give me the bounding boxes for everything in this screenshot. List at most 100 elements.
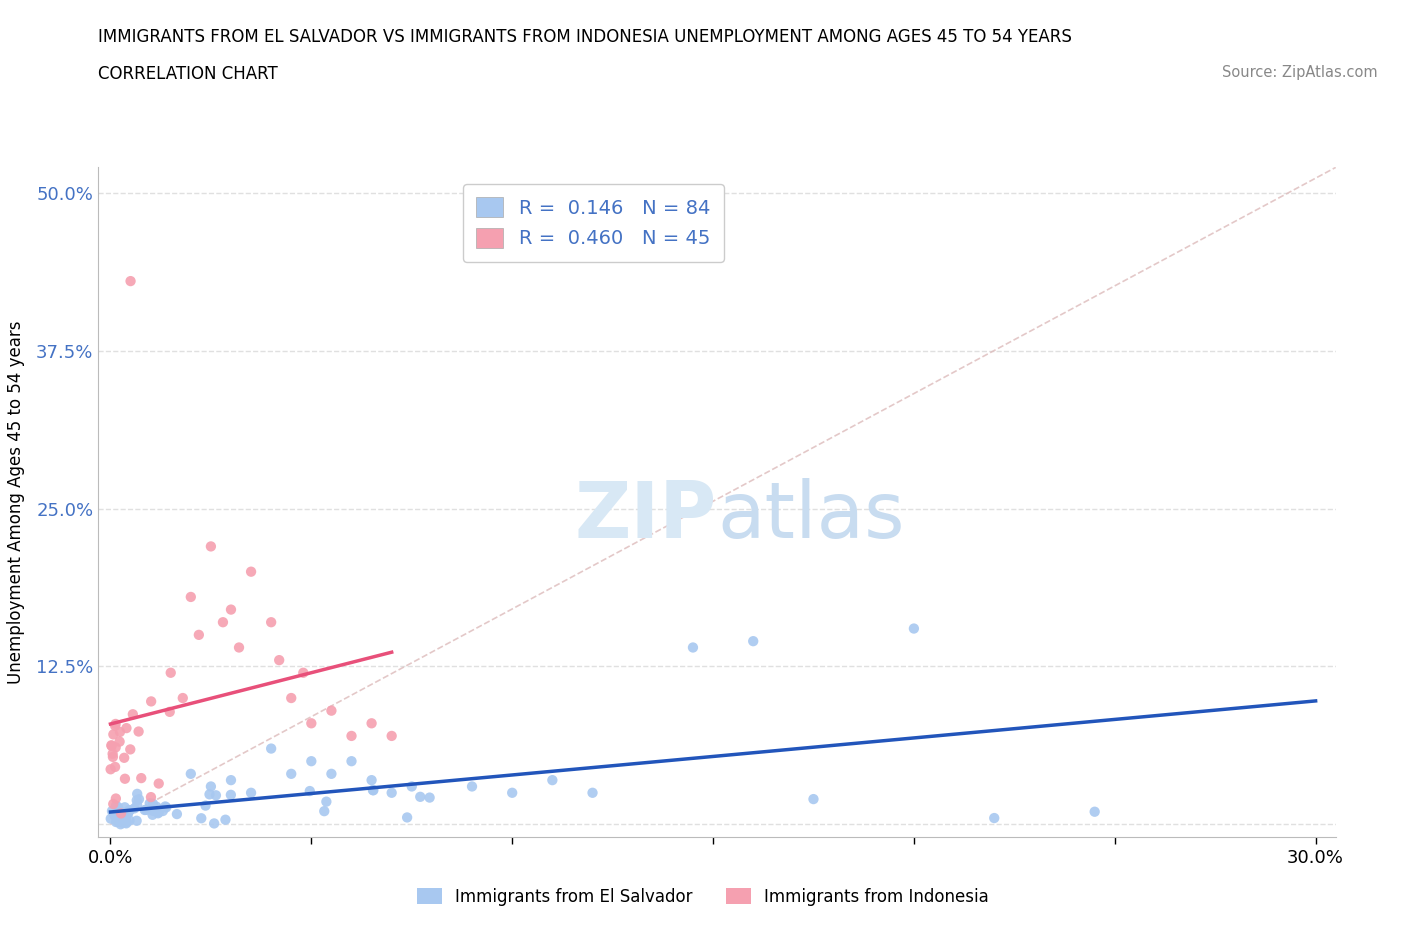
- Point: [118, 803, 141, 817]
- Point: [321, 703, 343, 718]
- Point: [219, 602, 242, 617]
- Point: [127, 798, 149, 813]
- Text: Source: ZipAtlas.com: Source: ZipAtlas.com: [1222, 65, 1378, 80]
- Y-axis label: Unemployment Among Ages 45 to 54 years: Unemployment Among Ages 45 to 54 years: [7, 321, 25, 684]
- Point: [115, 816, 138, 830]
- Point: [103, 796, 125, 811]
- Text: atlas: atlas: [717, 478, 904, 553]
- Point: [198, 787, 221, 802]
- Point: [134, 803, 156, 817]
- Point: [314, 804, 336, 818]
- Point: [200, 779, 222, 794]
- Point: [104, 798, 127, 813]
- Legend: R =  0.146   N = 84, R =  0.460   N = 45: R = 0.146 N = 84, R = 0.460 N = 45: [463, 184, 724, 262]
- Point: [112, 813, 135, 828]
- Point: [118, 813, 141, 828]
- Point: [104, 760, 127, 775]
- Point: [682, 640, 704, 655]
- Point: [108, 810, 131, 825]
- Point: [141, 807, 163, 822]
- Point: [363, 783, 385, 798]
- Point: [541, 773, 564, 788]
- Point: [159, 704, 181, 719]
- Point: [228, 640, 250, 655]
- Point: [292, 665, 315, 680]
- Point: [103, 808, 125, 823]
- Point: [172, 691, 194, 706]
- Point: [110, 806, 132, 821]
- Point: [100, 811, 122, 826]
- Text: CORRELATION CHART: CORRELATION CHART: [98, 65, 278, 83]
- Point: [148, 777, 170, 791]
- Text: IMMIGRANTS FROM EL SALVADOR VS IMMIGRANTS FROM INDONESIA UNEMPLOYMENT AMONG AGES: IMMIGRANTS FROM EL SALVADOR VS IMMIGRANT…: [98, 28, 1073, 46]
- Point: [280, 766, 302, 781]
- Point: [127, 787, 149, 802]
- Point: [142, 796, 165, 811]
- Point: [360, 716, 382, 731]
- Point: [155, 799, 177, 814]
- Point: [205, 788, 228, 803]
- Point: [166, 806, 188, 821]
- Point: [299, 753, 322, 768]
- Point: [194, 798, 217, 813]
- Point: [903, 621, 925, 636]
- Point: [381, 785, 404, 800]
- Point: [115, 721, 138, 736]
- Point: [128, 791, 150, 806]
- Point: [141, 694, 163, 709]
- Point: [103, 727, 125, 742]
- Point: [190, 811, 212, 826]
- Point: [360, 773, 382, 788]
- Point: [100, 762, 122, 777]
- Point: [214, 812, 236, 827]
- Point: [108, 734, 131, 749]
- Point: [803, 791, 825, 806]
- Point: [581, 785, 603, 800]
- Point: [409, 790, 432, 804]
- Point: [112, 816, 135, 830]
- Point: [142, 804, 165, 818]
- Point: [125, 814, 148, 829]
- Point: [104, 740, 127, 755]
- Point: [146, 806, 169, 821]
- Point: [260, 615, 283, 630]
- Point: [180, 590, 202, 604]
- Point: [381, 728, 404, 743]
- Point: [200, 539, 222, 554]
- Point: [104, 791, 127, 806]
- Point: [340, 728, 363, 743]
- Point: [299, 716, 322, 731]
- Point: [983, 811, 1005, 826]
- Point: [269, 653, 291, 668]
- Point: [501, 785, 523, 800]
- Point: [155, 800, 177, 815]
- Point: [110, 815, 132, 830]
- Point: [1084, 804, 1107, 819]
- Point: [104, 719, 127, 734]
- Point: [135, 803, 157, 817]
- Point: [125, 793, 148, 808]
- Point: [128, 724, 150, 739]
- Point: [117, 805, 139, 820]
- Point: [219, 773, 242, 788]
- Point: [212, 615, 235, 630]
- Point: [260, 741, 283, 756]
- Point: [107, 814, 129, 829]
- Point: [138, 796, 160, 811]
- Point: [100, 738, 122, 753]
- Point: [145, 799, 167, 814]
- Point: [321, 766, 343, 781]
- Point: [107, 809, 129, 824]
- Point: [129, 771, 152, 786]
- Point: [340, 753, 363, 768]
- Point: [120, 273, 142, 288]
- Point: [108, 724, 131, 739]
- Point: [100, 737, 122, 752]
- Point: [104, 716, 127, 731]
- Point: [298, 784, 321, 799]
- Point: [101, 750, 124, 764]
- Point: [107, 800, 129, 815]
- Point: [361, 783, 384, 798]
- Point: [124, 801, 146, 816]
- Point: [111, 805, 134, 820]
